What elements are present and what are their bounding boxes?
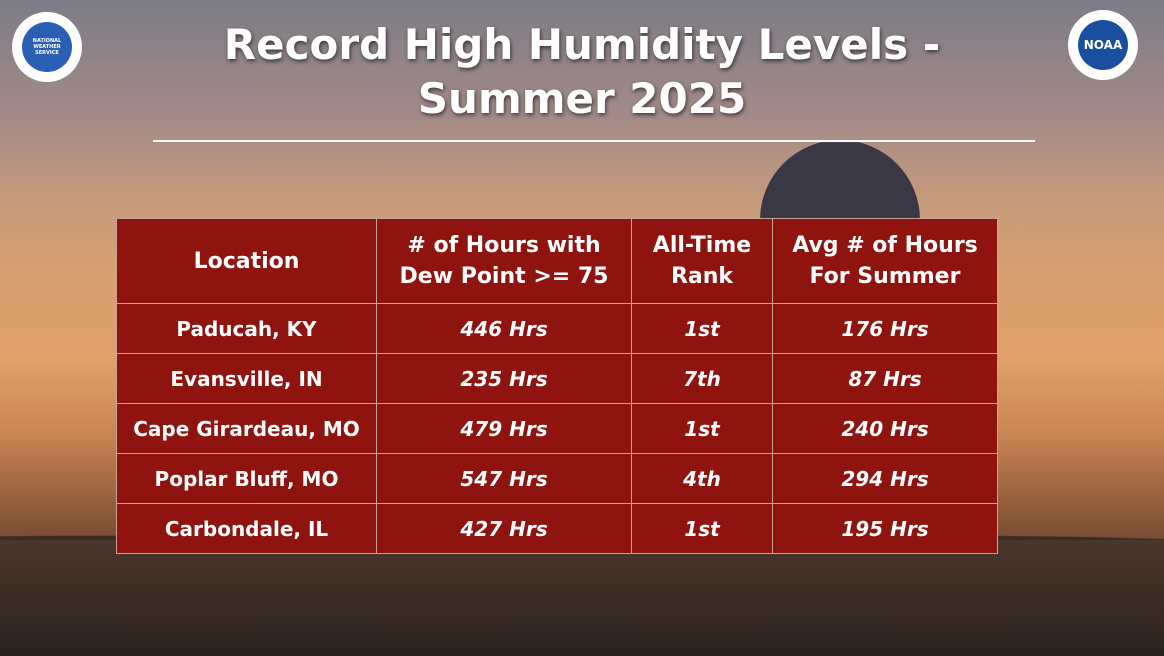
table-cell: 176 Hrs (772, 303, 998, 354)
column-header: All-Time Rank (631, 218, 773, 304)
title: Record High Humidity Levels - Summer 202… (0, 18, 1164, 126)
column-header: Avg # of Hours For Summer (772, 218, 998, 304)
noaa-logo: NOAA (1068, 10, 1138, 80)
table-cell: 1st (631, 303, 773, 354)
table-cell: 547 Hrs (376, 453, 632, 504)
table-cell: 7th (631, 353, 773, 404)
table-cell: Poplar Bluff, MO (116, 453, 377, 504)
table-cell: 479 Hrs (376, 403, 632, 454)
table-cell: 446 Hrs (376, 303, 632, 354)
title-rule (153, 140, 1035, 142)
table-row: Cape Girardeau, MO 479 Hrs 1st 240 Hrs (116, 403, 998, 454)
table-cell: 1st (631, 403, 773, 454)
table-cell: 4th (631, 453, 773, 504)
noaa-logo-text: NOAA (1078, 20, 1128, 70)
table-cell: 294 Hrs (772, 453, 998, 504)
data-table: Location # of Hours with Dew Point >= 75 A… (116, 218, 998, 554)
table-cell: Cape Girardeau, MO (116, 403, 377, 454)
title-line: Record High Humidity Levels - (223, 20, 941, 69)
header-row: Location # of Hours with Dew Point >= 75 A… (116, 218, 998, 304)
table-body: Paducah, KY 446 Hrs 1st 176 Hrs Evansville, … (116, 303, 998, 554)
table-cell: 235 Hrs (376, 353, 632, 404)
column-header: # of Hours with Dew Point >= 75 (376, 218, 632, 304)
table-cell: 195 Hrs (772, 503, 998, 554)
nws-logo: NATIONAL WEATHER SERVICE (12, 12, 82, 82)
table-cell: 87 Hrs (772, 353, 998, 404)
table-cell: Carbondale, IL (116, 503, 377, 554)
table-row: Poplar Bluff, MO 547 Hrs 4th 294 Hrs (116, 453, 998, 504)
table-cell: 427 Hrs (376, 503, 632, 554)
table-row: Carbondale, IL 427 Hrs 1st 195 Hrs (116, 503, 998, 554)
table-cell: Evansville, IN (116, 353, 377, 404)
table-cell: Paducah, KY (116, 303, 377, 354)
table-cell: 240 Hrs (772, 403, 998, 454)
table-row: Paducah, KY 446 Hrs 1st 176 Hrs (116, 303, 998, 354)
nws-logo-text: NATIONAL WEATHER SERVICE (22, 22, 72, 72)
title-line: Summer 2025 (417, 74, 747, 123)
column-header: Location (116, 218, 377, 304)
table-row: Evansville, IN 235 Hrs 7th 87 Hrs (116, 353, 998, 404)
table-cell: 1st (631, 503, 773, 554)
